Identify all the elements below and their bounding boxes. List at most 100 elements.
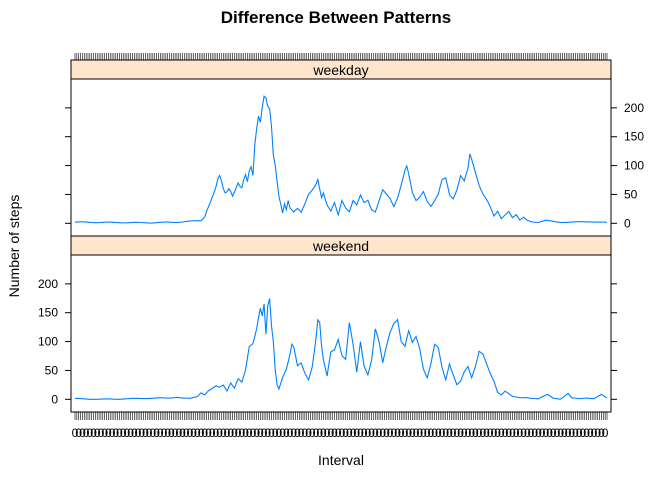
x-tick-label: 0 xyxy=(127,426,134,440)
x-tick-label: 0 xyxy=(316,426,323,440)
x-tick-label: 0 xyxy=(524,426,531,440)
x-tick-label: 0 xyxy=(517,426,524,440)
x-tick-label: 0 xyxy=(231,426,238,440)
x-tick-label: 0 xyxy=(268,426,275,440)
x-tick-label: 0 xyxy=(505,426,512,440)
x-tick-label: 0 xyxy=(428,426,435,440)
x-tick-label: 0 xyxy=(379,426,386,440)
x-tick-label: 0 xyxy=(153,426,160,440)
x-tick-label: 0 xyxy=(302,426,309,440)
x-tick-label: 0 xyxy=(420,426,427,440)
x-tick-label: 0 xyxy=(327,426,334,440)
x-tick-label: 0 xyxy=(565,426,572,440)
x-tick-label: 0 xyxy=(250,426,257,440)
x-tick-label: 0 xyxy=(305,426,312,440)
x-tick-label: 0 xyxy=(201,426,208,440)
x-tick-label: 0 xyxy=(339,426,346,440)
bottom-tick-marks xyxy=(74,412,608,420)
y-tick-label: 0 xyxy=(624,216,631,230)
x-tick-label: 0 xyxy=(253,426,260,440)
x-tick-label: 0 xyxy=(572,426,579,440)
x-tick-label: 0 xyxy=(72,426,79,440)
y-tick-label: 0 xyxy=(51,392,58,406)
series-line-weekend xyxy=(74,298,608,400)
x-tick-label: 0 xyxy=(75,426,82,440)
x-tick-label: 0 xyxy=(94,426,101,440)
x-axis-label: Interval xyxy=(318,452,364,468)
y-tick-label: 200 xyxy=(38,277,58,291)
x-tick-label: 0 xyxy=(161,426,168,440)
x-tick-label: 0 xyxy=(502,426,509,440)
x-tick-label: 0 xyxy=(220,426,227,440)
top-tick-path xyxy=(74,53,608,60)
x-tick-label: 0 xyxy=(342,426,349,440)
x-tick-label: 0 xyxy=(554,426,561,440)
x-tick-labels: 0000000000000000000000000000000000000000… xyxy=(72,426,609,440)
x-tick-label: 0 xyxy=(242,426,249,440)
x-tick-label: 0 xyxy=(142,426,149,440)
x-tick-label: 0 xyxy=(468,426,475,440)
x-tick-label: 0 xyxy=(238,426,245,440)
x-tick-label: 0 xyxy=(350,426,357,440)
x-tick-label: 0 xyxy=(175,426,182,440)
x-tick-label: 0 xyxy=(124,426,131,440)
x-tick-label: 0 xyxy=(546,426,553,440)
x-tick-label: 0 xyxy=(105,426,112,440)
x-tick-label: 0 xyxy=(387,426,394,440)
panel-frame-weekday xyxy=(70,78,612,237)
x-tick-label: 0 xyxy=(164,426,171,440)
x-tick-label: 0 xyxy=(198,426,205,440)
x-tick-label: 0 xyxy=(602,426,609,440)
x-tick-label: 0 xyxy=(372,426,379,440)
x-tick-label: 0 xyxy=(542,426,549,440)
x-tick-label: 0 xyxy=(294,426,301,440)
x-tick-label: 0 xyxy=(120,426,127,440)
x-tick-label: 0 xyxy=(287,426,294,440)
x-tick-label: 0 xyxy=(457,426,464,440)
x-tick-label: 0 xyxy=(402,426,409,440)
x-tick-label: 0 xyxy=(320,426,327,440)
x-tick-label: 0 xyxy=(157,426,164,440)
x-tick-label: 0 xyxy=(101,426,108,440)
x-tick-label: 0 xyxy=(264,426,271,440)
x-tick-label: 0 xyxy=(454,426,461,440)
x-tick-label: 0 xyxy=(112,426,119,440)
x-tick-label: 0 xyxy=(424,426,431,440)
x-tick-label: 0 xyxy=(83,426,90,440)
x-tick-label: 0 xyxy=(109,426,116,440)
y-tick-label: 100 xyxy=(38,335,58,349)
x-tick-label: 0 xyxy=(535,426,542,440)
x-tick-label: 0 xyxy=(498,426,505,440)
x-tick-label: 0 xyxy=(487,426,494,440)
x-tick-label: 0 xyxy=(261,426,268,440)
x-tick-label: 0 xyxy=(313,426,320,440)
x-tick-label: 0 xyxy=(187,426,194,440)
strip-label-weekday: weekday xyxy=(312,62,368,78)
x-tick-label: 0 xyxy=(138,426,145,440)
x-tick-label: 0 xyxy=(365,426,372,440)
x-tick-label: 0 xyxy=(561,426,568,440)
x-tick-label: 0 xyxy=(594,426,601,440)
x-tick-label: 0 xyxy=(357,426,364,440)
x-tick-label: 0 xyxy=(150,426,157,440)
x-tick-label: 0 xyxy=(461,426,468,440)
x-tick-label: 0 xyxy=(353,426,360,440)
x-tick-label: 0 xyxy=(194,426,201,440)
x-tick-label: 0 xyxy=(216,426,223,440)
x-tick-label: 0 xyxy=(465,426,472,440)
x-tick-label: 0 xyxy=(550,426,557,440)
x-tick-label: 0 xyxy=(335,426,342,440)
x-tick-label: 0 xyxy=(257,426,264,440)
x-tick-label: 0 xyxy=(146,426,153,440)
x-tick-label: 0 xyxy=(276,426,283,440)
bottom-tick-path xyxy=(74,412,608,420)
x-tick-label: 0 xyxy=(528,426,535,440)
x-tick-label: 0 xyxy=(509,426,516,440)
x-tick-label: 0 xyxy=(450,426,457,440)
x-tick-label: 0 xyxy=(472,426,479,440)
x-tick-label: 0 xyxy=(390,426,397,440)
y-tick-label: 150 xyxy=(38,306,58,320)
x-tick-label: 0 xyxy=(131,426,138,440)
x-tick-label: 0 xyxy=(598,426,605,440)
